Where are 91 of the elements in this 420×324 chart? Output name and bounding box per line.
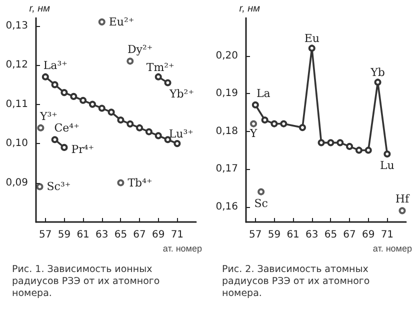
point <box>384 150 391 158</box>
point <box>374 78 382 86</box>
point <box>70 92 78 100</box>
x-tick-label: 65 <box>114 230 128 240</box>
point <box>327 139 334 146</box>
text: Рис. 1. Зависимость ионных радиусов РЗЭ от их атомного номера. <box>11 263 161 300</box>
annotation: Tm²⁺ <box>146 60 175 74</box>
point <box>364 146 372 154</box>
annotation: Tb⁴⁺ <box>128 176 152 190</box>
point <box>36 183 44 190</box>
x-axis-title: ат. номер <box>372 244 412 254</box>
point <box>336 139 344 146</box>
y-tick-label: 0,16 <box>216 201 238 212</box>
point <box>108 108 115 116</box>
point <box>51 136 58 144</box>
point <box>174 140 181 148</box>
annotation: La³⁺ <box>43 58 68 72</box>
point <box>164 79 172 86</box>
x-tick-label: 59 <box>268 230 281 240</box>
x-tick-label: 69 <box>152 230 165 240</box>
text: Рис. 2. Зависимость атомных радиусов РЗЭ от их атомного номера. <box>221 263 371 300</box>
point <box>252 101 259 108</box>
annotation: Eu <box>304 32 320 46</box>
point <box>51 81 58 88</box>
x-tick-label: 69 <box>362 230 375 240</box>
x-tick-label: 61 <box>286 230 300 240</box>
point <box>136 124 144 132</box>
y-tick-label: 0,18 <box>216 126 238 137</box>
point <box>154 132 162 140</box>
point <box>98 18 106 26</box>
x-tick-label: 65 <box>324 230 338 240</box>
annotation: Sc <box>254 196 268 210</box>
point <box>298 124 306 132</box>
point <box>355 146 362 154</box>
point <box>308 44 316 52</box>
y-tick-label: 0,11 <box>6 98 28 110</box>
point <box>60 89 68 96</box>
annotation: Dy²⁺ <box>127 43 153 56</box>
point <box>261 116 268 124</box>
point <box>98 104 106 112</box>
y-tick-label: 0,20 <box>216 50 238 62</box>
y-axis-title: r, нм <box>239 4 260 14</box>
x-axis-title: ат. номер <box>162 244 202 254</box>
point <box>398 207 406 214</box>
annotation: Hf <box>395 192 410 206</box>
point <box>37 124 44 132</box>
point <box>258 188 265 196</box>
annotation: Yb²⁺ <box>168 88 194 101</box>
x-tick-label: 67 <box>133 230 146 240</box>
point <box>117 179 124 186</box>
point <box>346 142 354 150</box>
annotation: La <box>256 86 271 100</box>
annotation: Ce⁴⁺ <box>54 122 80 135</box>
point <box>270 120 278 128</box>
point <box>280 120 288 128</box>
x-tick-label: 57 <box>249 230 262 240</box>
y-tick-label: 0,17 <box>216 164 238 175</box>
x-tick-label: 71 <box>170 230 184 240</box>
y-tick-label: 0,12 <box>6 60 28 71</box>
annotation: Eu²⁺ <box>108 15 134 28</box>
annotation: Sc³⁺ <box>46 180 71 194</box>
point <box>80 96 87 104</box>
point <box>250 120 258 128</box>
annotation: Y³⁺ <box>38 110 58 123</box>
y-tick-label: 0,13 <box>6 20 28 32</box>
x-tick-label: 63 <box>96 230 108 240</box>
y-axis-title: r, нм <box>29 4 50 14</box>
point <box>154 73 162 80</box>
point <box>88 100 96 108</box>
x-tick-label: 61 <box>76 230 90 240</box>
point <box>145 128 152 136</box>
x-tick-label: 67 <box>343 230 356 240</box>
x-tick-label: 71 <box>380 230 394 240</box>
x-tick-label: 57 <box>39 230 52 240</box>
point <box>126 120 134 128</box>
annotation: Lu <box>380 159 394 172</box>
y-tick-label: 0,19 <box>216 88 238 100</box>
annotation: Yb <box>370 66 385 80</box>
y-tick-label: 0,09 <box>6 177 28 188</box>
point <box>117 116 124 124</box>
annotation: Pr⁴⁺ <box>71 142 94 156</box>
annotation: Y <box>248 126 258 140</box>
point <box>126 58 134 65</box>
x-tick-label: 63 <box>306 230 318 240</box>
point <box>164 136 172 144</box>
point <box>318 139 325 146</box>
annotation: Lu³⁺ <box>168 128 194 141</box>
point <box>60 144 68 151</box>
x-tick-label: 59 <box>58 230 71 240</box>
point <box>42 73 49 80</box>
y-tick-label: 0,10 <box>6 138 28 150</box>
